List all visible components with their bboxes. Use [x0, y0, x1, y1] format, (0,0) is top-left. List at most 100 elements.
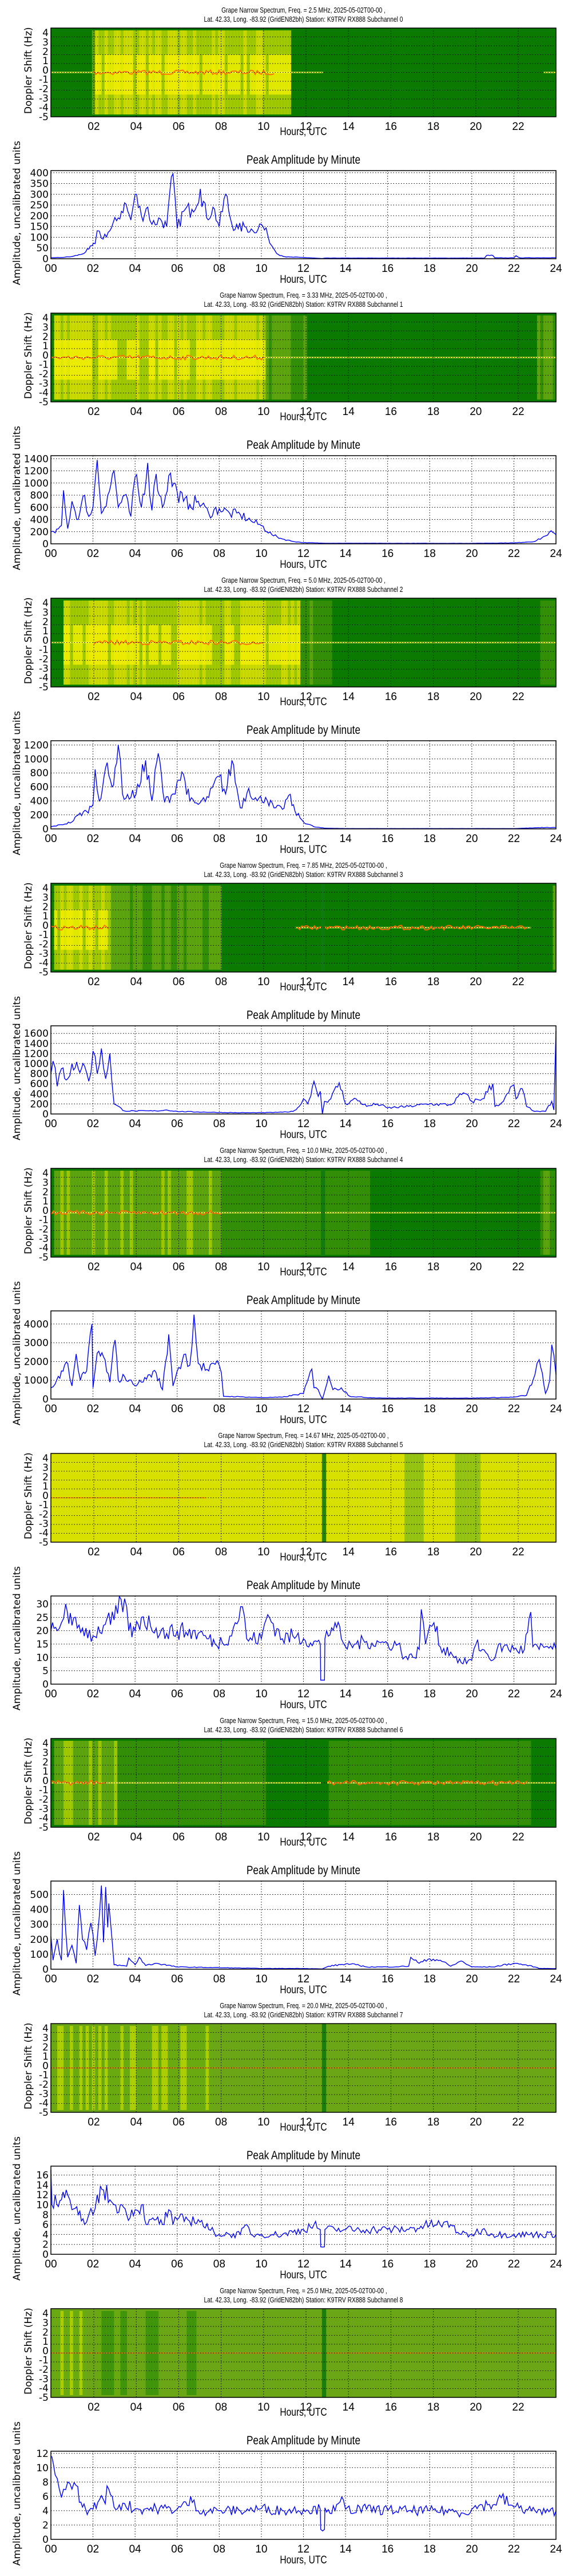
x-tick-label: 20 — [466, 1403, 478, 1415]
spectrogram-subtitle: Lat. 42.33, Long. -83.92 (GridEN82bh) St… — [204, 1156, 403, 1164]
channel-block-3: Grape Narrow Spectrum, Freq. = 7.85 MHz,… — [0, 855, 572, 1141]
x-tick-label: 14 — [340, 548, 352, 560]
spectrogram-title: Grape Narrow Spectrum, Freq. = 3.33 MHz,… — [220, 291, 387, 299]
y-tick-label: -4 — [39, 673, 49, 684]
y-tick-label: 1200 — [24, 740, 49, 751]
y-tick-label: -2 — [39, 1794, 49, 1805]
x-tick-label: 16 — [385, 1831, 397, 1843]
x-tick-label: 12 — [297, 548, 309, 560]
y-tick-label: -1 — [39, 1215, 49, 1226]
spectrogram-title: Grape Narrow Spectrum, Freq. = 15.0 MHz,… — [220, 1717, 387, 1725]
spectrogram-x-label: Hours, UTC — [280, 2121, 327, 2134]
amplitude-trace — [50, 2456, 557, 2532]
y-tick-label: 4 — [42, 2229, 49, 2241]
y-tick-label: 14 — [36, 2180, 49, 2191]
amplitude-y-label: Amplitude, uncalibrated units — [11, 1851, 23, 1996]
y-tick-label: 1600 — [24, 1028, 49, 1040]
x-tick-label: 22 — [508, 1118, 520, 1130]
x-tick-label: 10 — [257, 1261, 269, 1273]
x-tick-label: 02 — [87, 1118, 99, 1130]
amplitude-y-label: Amplitude, uncalibrated units — [11, 141, 23, 285]
x-tick-label: 18 — [427, 976, 439, 988]
x-tick-label: 20 — [470, 121, 482, 133]
x-tick-label: 00 — [45, 263, 57, 275]
y-tick-label: 0 — [42, 254, 49, 265]
x-tick-label: 18 — [424, 548, 436, 560]
x-tick-label: 10 — [255, 833, 267, 845]
spectrogram-title: Grape Narrow Spectrum, Freq. = 7.85 MHz,… — [220, 862, 387, 870]
y-tick-label: 300 — [30, 1919, 49, 1931]
y-tick-label: 6 — [42, 2219, 49, 2231]
y-tick-label: -5 — [39, 2107, 49, 2119]
x-tick-label: 12 — [300, 691, 312, 703]
x-tick-label: 18 — [424, 833, 436, 845]
y-tick-label: -5 — [39, 397, 49, 408]
x-tick-label: 14 — [343, 2401, 355, 2413]
x-tick-label: 22 — [512, 1261, 524, 1273]
x-tick-label: 00 — [45, 2543, 57, 2555]
y-tick-label: 1200 — [24, 1048, 49, 1060]
x-tick-label: 02 — [88, 1261, 100, 1273]
y-tick-label: 3 — [42, 607, 49, 618]
x-tick-label: 02 — [88, 121, 100, 133]
x-tick-label: 10 — [257, 976, 269, 988]
amplitude-x-label: Hours, UTC — [280, 1699, 327, 1711]
y-tick-label: -5 — [39, 2392, 49, 2404]
x-tick-label: 12 — [297, 263, 309, 275]
y-tick-label: 0 — [42, 350, 49, 361]
x-tick-label: 04 — [129, 1118, 142, 1130]
y-tick-label: 1 — [42, 341, 49, 352]
x-tick-label: 08 — [215, 406, 227, 418]
x-tick-label: 02 — [87, 1973, 99, 1985]
y-tick-label: 2000 — [24, 1356, 49, 1368]
y-tick-label: -2 — [39, 2079, 49, 2091]
spectrogram-title: Grape Narrow Spectrum, Freq. = 20.0 MHz,… — [220, 2002, 387, 2010]
x-tick-label: 02 — [88, 2401, 100, 2413]
x-tick-label: 16 — [385, 2116, 397, 2128]
y-tick-label: 4 — [42, 2308, 49, 2320]
y-tick-label: 2 — [42, 331, 49, 343]
spectrogram-subtitle: Lat. 42.33, Long. -83.92 (GridEN82bh) St… — [204, 2011, 403, 2019]
x-tick-label: 02 — [87, 1688, 99, 1700]
x-tick-label: 20 — [470, 1546, 482, 1558]
amplitude-line-chart: 0 1000 2000 3000 4000 00 02 04 06 08 10 12 14 16 18 20 2… — [24, 1310, 562, 1415]
x-tick-label: 20 — [466, 1688, 478, 1700]
x-tick-label: 16 — [382, 2543, 394, 2555]
x-tick-label: 20 — [466, 1118, 478, 1130]
x-tick-label: 10 — [255, 2543, 267, 2555]
y-tick-label: -5 — [39, 1822, 49, 1834]
y-tick-label: 600 — [30, 502, 49, 513]
y-tick-label: 400 — [30, 168, 49, 179]
x-tick-label: 10 — [257, 691, 269, 703]
x-tick-label: 10 — [255, 1118, 267, 1130]
x-tick-label: 06 — [173, 2401, 185, 2413]
y-tick-label: 0 — [42, 2345, 49, 2357]
spectrogram-title: Grape Narrow Spectrum, Freq. = 25.0 MHz,… — [220, 2287, 387, 2295]
x-tick-label: 16 — [385, 976, 397, 988]
y-tick-label: 0 — [42, 1775, 49, 1787]
y-tick-label: 1000 — [24, 478, 49, 489]
x-tick-label: 06 — [171, 548, 183, 560]
channel-block-8: Grape Narrow Spectrum, Freq. = 25.0 MHz,… — [0, 2281, 572, 2566]
x-tick-label: 02 — [88, 1831, 100, 1843]
amplitude-line-chart: 0 200 400 600 800 1000 1200 00 02 04 06 08 10 12 14 16 1… — [24, 740, 562, 845]
y-tick-label: -2 — [39, 2364, 49, 2376]
y-tick-label: 200 — [30, 211, 49, 222]
x-tick-label: 04 — [129, 833, 142, 845]
y-tick-label: 2 — [42, 1757, 49, 1768]
x-tick-label: 00 — [45, 833, 57, 845]
amplitude-x-label: Hours, UTC — [280, 844, 327, 856]
x-tick-label: 02 — [87, 263, 99, 275]
y-tick-label: 1 — [42, 1196, 49, 1207]
y-tick-label: 5 — [42, 1666, 49, 1677]
x-tick-label: 14 — [340, 2543, 352, 2555]
channel-block-2: Grape Narrow Spectrum, Freq. = 5.0 MHz, … — [0, 570, 572, 856]
x-tick-label: 22 — [512, 1831, 524, 1843]
spectrogram-title: Grape Narrow Spectrum, Freq. = 10.0 MHz,… — [220, 1147, 387, 1155]
x-tick-label: 06 — [173, 1261, 185, 1273]
x-tick-label: 16 — [382, 548, 394, 560]
spectrogram-subtitle: Lat. 42.33, Long. -83.92 (GridEN82bh) St… — [204, 301, 403, 309]
x-tick-label: 12 — [300, 2116, 312, 2128]
x-tick-label: 18 — [424, 2543, 436, 2555]
